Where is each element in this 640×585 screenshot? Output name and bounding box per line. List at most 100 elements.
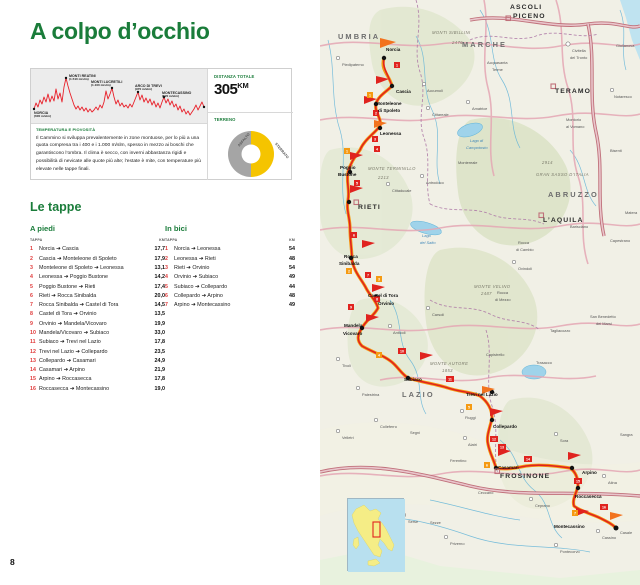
stage-number: 16 [30,385,36,392]
stage-number: 7 [30,302,33,309]
svg-text:6: 6 [486,464,488,468]
stage-number: 5 [165,283,168,290]
stage-km: 49 [289,274,295,281]
stage-km: 13,1 [154,265,166,271]
stage-number: 1 [165,246,168,253]
stage-row: 6 Collepardo ➔ Arpino 48 [165,292,295,301]
column-title-a-piedi: A piedi [30,224,56,233]
stage-number: 1 [30,246,33,253]
stage-row: 7 Rocca Sinibalda ➔ Castel di Tora 14,5 [30,301,165,310]
header-tappa: TAPPA [165,238,178,242]
svg-text:16: 16 [602,506,606,510]
column-title-in-bici: In bici [165,224,187,233]
svg-text:4: 4 [378,354,380,358]
stage-km: 54 [289,246,295,253]
stage-number: 13 [30,357,36,364]
inset-sardinia-shape [352,536,360,550]
stage-km: 24,9 [154,357,166,364]
stage-row: 5 Subiaco ➔ Collepardo 44 [165,283,295,292]
chart-point-monti-lucretili [110,86,114,90]
stage-rows-in-bici: 1 Norcia ➔ Leonessa 54 2 Leonessa ➔ Rieti 48 3… [165,246,295,311]
elevation-profile-svg [32,76,206,116]
left-page: A colpo d’occhio NORCIA (600 m/slm) MONT… [10,18,295,567]
svg-text:3: 3 [374,138,376,142]
stats-column: DISTANZA TOTALE 305KM TERRENO ASFALTO ST… [207,69,293,180]
donut-slice-asfalto [228,131,251,177]
svg-text:14: 14 [526,458,530,462]
map-province-markers [353,15,557,475]
arrow-icon: ➔ [191,302,196,309]
stage-name: Collepardo ➔ Casamari [39,357,96,364]
stage-row: 5 Poggio Bustone ➔ Rieti 17,4 [30,283,165,292]
stage-km: 14,5 [154,302,166,309]
stage-row: 7 Arpino ➔ Montecassino 49 [165,301,295,310]
stage-km: 44 [289,283,295,290]
chart-label-norcia: NORCIA (600 m/slm) [34,111,52,119]
chart-point-end [202,105,206,109]
svg-text:9: 9 [350,306,352,310]
route-map[interactable]: 1 1 2 3 1 4 5 6 2 7 3 8 9 10 4 11 5 12 1… [320,0,640,585]
arrow-icon: ➔ [56,246,61,253]
stage-name: Cascia ➔ Monteleone di Spoleto [39,255,117,262]
stage-row: 14 Casamari ➔ Arpino 21,9 [30,366,165,375]
terrain-label: TERRENO [214,117,236,122]
svg-text:11: 11 [448,378,452,382]
inset-sicily-shape [367,558,381,567]
stage-row: 9 Orvinio ➔ Mandela/Vicovaro 19,9 [30,320,165,329]
arrow-icon: ➔ [63,274,69,281]
stage-row: 16 Roccasecca ➔ Montecassino 19,0 [30,385,165,394]
arrow-icon: ➔ [201,292,207,299]
stage-name: Casamari ➔ Arpino [39,367,85,374]
stage-name: Arpino ➔ Roccasecca [39,376,92,383]
svg-text:12: 12 [492,438,496,442]
page-title: A colpo d’occhio [30,18,210,44]
stage-number: 3 [30,265,33,271]
stages-heading: Le tappe [30,200,82,214]
stage-number: 15 [30,376,36,383]
stage-number: 12 [30,348,36,355]
stage-km: 17,4 [154,283,166,290]
chart-label-montecassino: MONTECASSINO (520 m/slm) [162,91,192,99]
stage-number: 6 [165,292,168,299]
stage-row: 10 Mandela/Vicovaro ➔ Subiaco 33,0 [30,329,165,338]
stage-row: 2 Leonessa ➔ Rieti 48 [165,255,295,264]
svg-text:6: 6 [353,234,355,238]
svg-text:2: 2 [348,270,350,274]
stage-km: 20,0 [154,292,166,299]
svg-text:1: 1 [346,150,348,154]
stage-number: 7 [165,302,168,309]
elevation-line [33,77,205,116]
italy-inset-svg [348,499,405,572]
column-header-a-piedi: TAPPA KM [30,238,165,242]
map-road-network [320,0,640,478]
stage-number: 6 [30,292,33,299]
map-lakes [410,122,547,380]
stage-name: Subiaco ➔ Trevi nel Lazio [39,339,101,346]
stage-name: Leonessa ➔ Poggio Bustone [39,274,108,281]
stage-name: Orvinio ➔ Subiaco [174,274,219,281]
header-km: KM [159,238,165,242]
header-km: KM [289,238,295,242]
arrow-icon: ➔ [83,329,89,336]
stages-column-a-piedi: A piedi TAPPA KM 1 Norcia ➔ Cascia 17,7 2 Ca… [30,224,165,394]
stage-km: 48 [289,255,295,262]
stage-number: 2 [30,255,33,262]
chart-label-monti-lucretili: MONTI LUCRETILI (1.100 m/slm) [91,80,123,88]
stage-number: 8 [30,311,33,318]
climate-body: Il Cammino si sviluppa prevalentemente i… [36,135,202,173]
arrow-icon: ➔ [59,339,65,346]
stage-name: Norcia ➔ Leonessa [174,246,221,253]
svg-text:4: 4 [376,148,378,152]
stage-number: 9 [30,320,33,327]
stage-rows-a-piedi: 1 Norcia ➔ Cascia 17,7 2 Cascia ➔ Monteleone… [30,246,165,395]
distance-number: 305 [214,81,238,98]
distance-unit: KM [237,81,249,90]
map-highlands [320,6,593,509]
stage-name: Rieti ➔ Rocca Sinibalda [39,292,97,299]
chart-point-montecassino [162,95,166,99]
arrow-icon: ➔ [63,367,69,374]
terrain-block: TERRENO ASFALTO STERRATO [208,113,293,180]
arrow-icon: ➔ [66,357,72,364]
stage-row: 15 Arpino ➔ Roccasecca 17,8 [30,375,165,384]
stage-name: Arpino ➔ Montecassino [174,302,231,309]
